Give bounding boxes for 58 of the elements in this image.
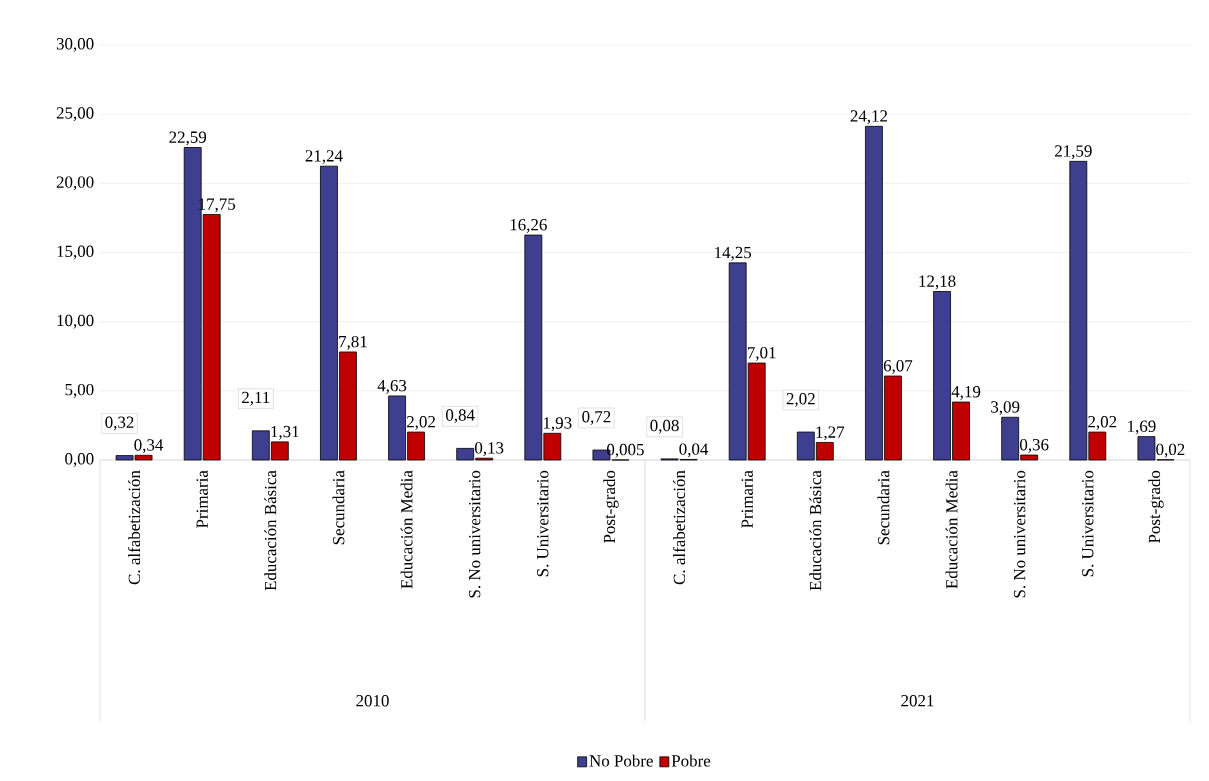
- data-label: 16,26: [510, 219, 547, 233]
- data-label: 0,04: [679, 443, 709, 458]
- data-label: 1,69: [1128, 420, 1156, 435]
- data-label: 0,13: [475, 442, 504, 457]
- legend-label: Pobre: [671, 754, 711, 767]
- y-tick-label: 5,00: [65, 383, 94, 398]
- text: 2021: [901, 694, 934, 707]
- data-label: 22,59: [169, 131, 207, 146]
- x-tick-label: C. alfabetización: [127, 470, 141, 585]
- data-label: 0,34: [134, 439, 164, 454]
- data-label: 4,63: [377, 379, 407, 394]
- x-tick-label: Educación Básica: [809, 470, 822, 591]
- text: 2010: [356, 694, 389, 707]
- y-tick-label: 15,00: [57, 245, 94, 260]
- data-label: 0,005: [607, 443, 644, 458]
- y-tick-label: 20,00: [56, 176, 94, 191]
- y-tick-label: 10,00: [57, 314, 94, 329]
- x-tick-label: S. Universitario: [1082, 470, 1094, 577]
- data-label: 0,32: [105, 416, 134, 431]
- y-tick-label: 30,00: [56, 38, 94, 52]
- x-tick-label: Primaria: [741, 470, 753, 528]
- legend-label: No Pobre: [589, 754, 653, 767]
- data-label: 2,02: [1088, 415, 1117, 430]
- y-tick-label: 25,00: [56, 107, 94, 122]
- data-label: 7,81: [339, 335, 367, 350]
- x-tick-label: Post-grado: [1148, 470, 1164, 543]
- x-tick-label: Educación Media: [945, 470, 958, 589]
- data-label: 0,36: [1020, 438, 1049, 453]
- data-label: 2,02: [786, 393, 815, 407]
- x-tick-label: Secundaria: [332, 470, 345, 545]
- x-tick-label: Primaria: [196, 470, 208, 528]
- data-label: 2,02: [406, 415, 435, 430]
- x-tick-label: C. alfabetización: [672, 470, 686, 585]
- data-label: 2,11: [242, 391, 270, 406]
- data-label: 6,07: [883, 359, 913, 374]
- data-label: 21,24: [305, 150, 343, 164]
- x-tick-label: Educación Media: [400, 470, 413, 589]
- x-tick-label: Educación Básica: [264, 470, 277, 591]
- data-label: 1,31: [271, 425, 299, 440]
- x-tick-label: S. Universitario: [537, 470, 549, 577]
- x-tick-label: S. No universitario: [468, 470, 481, 598]
- data-label: 21,59: [1055, 145, 1092, 160]
- data-label: 24,12: [850, 110, 888, 125]
- data-label: 7,01: [747, 346, 776, 361]
- data-label: 0,72: [582, 410, 611, 425]
- x-tick-label: Secundaria: [877, 470, 890, 545]
- data-label: 1,93: [543, 417, 572, 432]
- x-tick-label: Post-grado: [603, 470, 619, 543]
- data-label: 3,09: [991, 401, 1020, 416]
- data-label: 0,84: [446, 409, 475, 424]
- data-label: 4,19: [951, 386, 981, 400]
- x-tick-label: S. No universitario: [1013, 470, 1026, 598]
- y-tick-label: 0,00: [65, 453, 94, 467]
- data-label: 12,18: [919, 275, 956, 290]
- data-label: 0,08: [650, 419, 679, 434]
- data-label: 14,25: [715, 246, 752, 261]
- data-label: 1,27: [816, 426, 845, 441]
- data-label: 0,02: [1156, 443, 1185, 458]
